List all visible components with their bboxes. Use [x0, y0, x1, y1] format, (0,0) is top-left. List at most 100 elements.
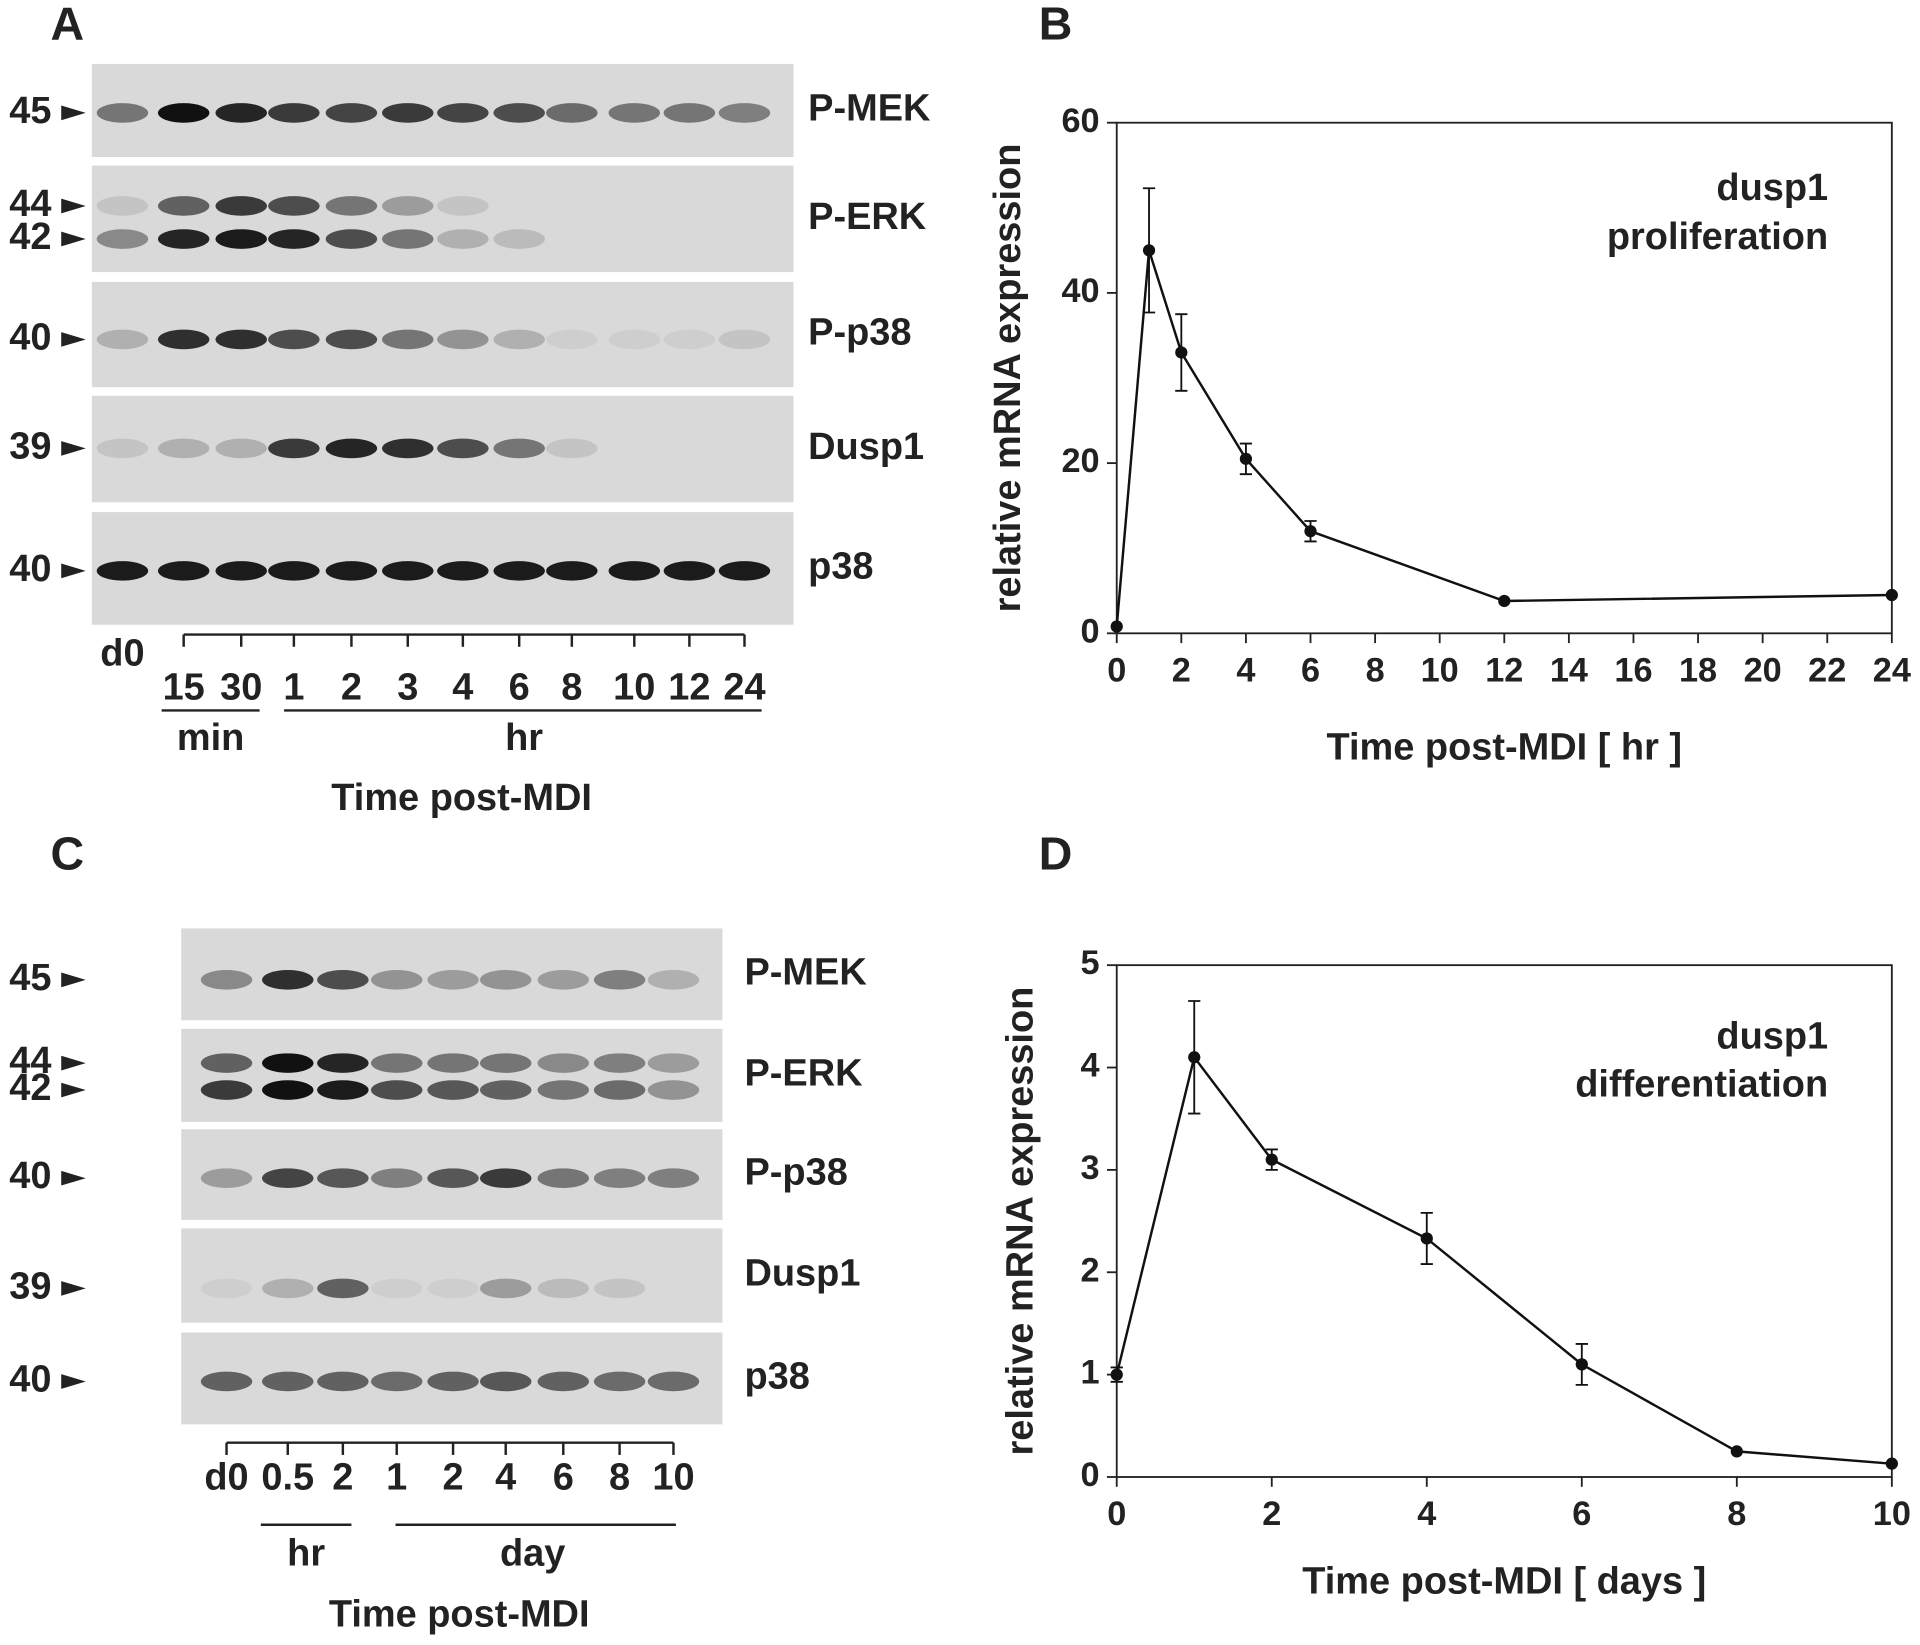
x-tick-label: 20 — [1744, 652, 1782, 690]
marker-arrow — [61, 198, 86, 214]
axis-label: Time post-MDI — [331, 777, 592, 819]
lane-label: 10 — [613, 667, 655, 709]
band — [96, 561, 149, 581]
band — [608, 103, 660, 123]
y-tick-label: 20 — [1061, 442, 1099, 480]
marker-arrow — [61, 1281, 86, 1296]
plot-frame — [1115, 964, 1893, 1478]
band — [427, 1168, 479, 1189]
annotation: dusp1 — [1716, 167, 1828, 209]
lane-label: 2 — [443, 1456, 464, 1498]
band — [215, 229, 267, 249]
band — [325, 561, 378, 581]
band — [317, 1278, 369, 1299]
annotation: dusp1 — [1716, 1016, 1828, 1058]
band — [427, 1371, 479, 1392]
x-tick-label: 4 — [1417, 1495, 1436, 1533]
x-tick-label: 18 — [1679, 652, 1717, 690]
lane-label: d0 — [100, 632, 144, 674]
size-marker: 39 — [9, 425, 51, 467]
group-label: hr — [505, 717, 543, 759]
data-point — [1110, 620, 1123, 633]
lane-label: 1 — [386, 1456, 407, 1498]
lane-label: 10 — [652, 1456, 694, 1498]
y-tick-label: 5 — [1081, 944, 1100, 982]
marker-arrow — [61, 231, 86, 247]
x-tick-label: 24 — [1873, 652, 1911, 690]
x-tick-label: 6 — [1572, 1495, 1591, 1533]
band — [325, 196, 378, 216]
lane-label: d0 — [204, 1456, 248, 1498]
band — [317, 970, 369, 990]
band — [268, 329, 320, 350]
x-tick-label: 0 — [1107, 1495, 1126, 1533]
band — [593, 1168, 646, 1189]
x-tick-label: 4 — [1236, 652, 1255, 690]
size-marker: 45 — [9, 90, 51, 132]
marker-arrow — [61, 1170, 86, 1186]
blot-strip — [181, 1228, 723, 1323]
lane-label: 2 — [341, 667, 362, 709]
x-tick-label: 10 — [1421, 652, 1459, 690]
blot-strip — [91, 165, 794, 273]
size-marker: 45 — [9, 957, 51, 999]
band — [200, 1278, 253, 1299]
band — [437, 561, 489, 581]
band — [215, 561, 267, 581]
data-point — [1188, 1051, 1201, 1064]
band — [200, 970, 253, 990]
x-tick-label: 14 — [1550, 652, 1588, 690]
size-marker: 40 — [9, 1155, 51, 1197]
y-tick-label: 40 — [1061, 272, 1099, 310]
band — [200, 1371, 253, 1392]
band — [546, 438, 598, 459]
band — [537, 970, 589, 990]
band — [480, 970, 532, 990]
band — [493, 103, 545, 123]
band — [382, 438, 434, 459]
blot-label: P-MEK — [744, 951, 867, 993]
band — [647, 970, 700, 990]
band — [157, 329, 210, 350]
x-tick-label: 16 — [1614, 652, 1652, 690]
band — [157, 561, 210, 581]
band — [371, 1080, 423, 1100]
lane-label: 8 — [609, 1456, 630, 1498]
size-marker: 42 — [9, 1067, 51, 1109]
y-tick-label: 60 — [1061, 102, 1099, 140]
band — [268, 229, 320, 249]
lane-label: 24 — [723, 667, 765, 709]
band — [215, 196, 267, 216]
band — [96, 329, 149, 350]
band — [480, 1371, 532, 1392]
band — [718, 103, 771, 123]
data-point — [1575, 1358, 1588, 1371]
blot-label: Dusp1 — [744, 1253, 860, 1295]
lane-label: 0.5 — [261, 1456, 314, 1498]
band — [382, 561, 434, 581]
band — [593, 1278, 646, 1299]
band — [325, 103, 378, 123]
band — [215, 438, 267, 459]
band — [647, 1053, 700, 1073]
band — [262, 1371, 314, 1392]
axis-label: Time post-MDI — [329, 1594, 590, 1636]
band — [437, 103, 489, 123]
data-point — [1239, 452, 1253, 465]
y-axis-label: relative mRNA expression — [999, 987, 1041, 1456]
band — [317, 1080, 369, 1100]
band — [268, 438, 320, 459]
blot-label: Dusp1 — [808, 426, 924, 468]
data-line — [1115, 249, 1892, 627]
band — [200, 1080, 253, 1100]
band — [262, 1278, 314, 1299]
band — [262, 970, 314, 990]
blot-strip — [181, 1028, 723, 1122]
marker-arrow — [61, 105, 86, 121]
band — [608, 561, 660, 581]
size-marker: 44 — [9, 1040, 51, 1082]
x-tick-label: 6 — [1301, 652, 1320, 690]
x-tick-label: 0 — [1107, 652, 1126, 690]
lane-label: 1 — [283, 667, 304, 709]
size-marker: 40 — [9, 1359, 51, 1401]
